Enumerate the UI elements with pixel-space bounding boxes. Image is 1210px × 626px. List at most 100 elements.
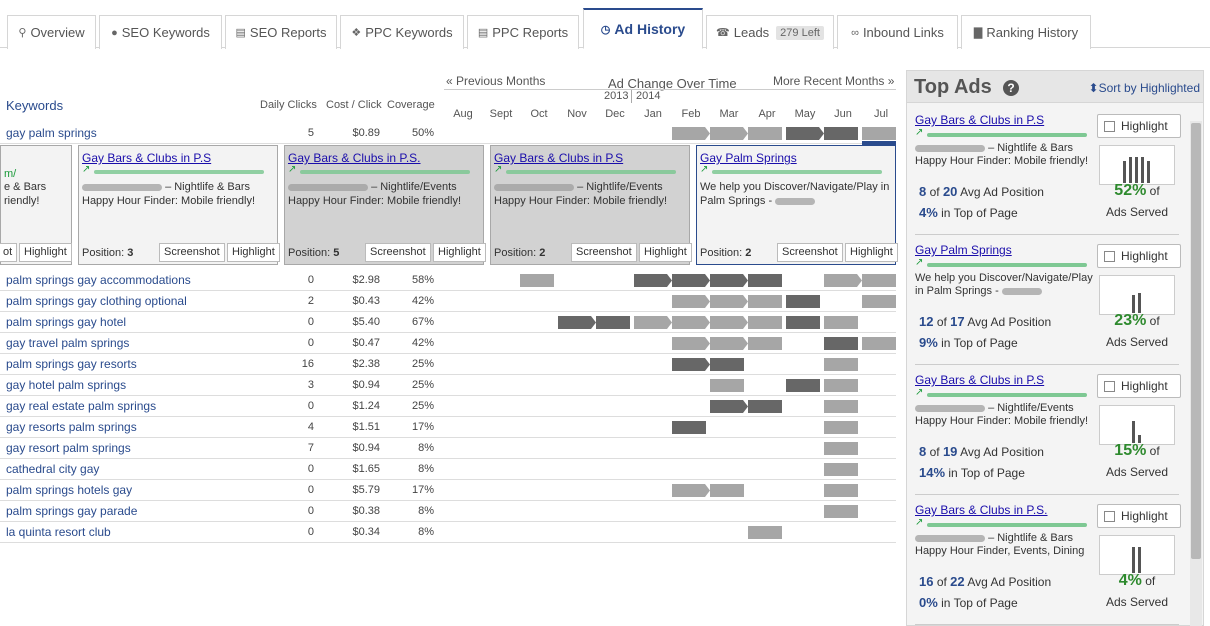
tab-leads[interactable]: ☎ Leads 279 Left [706,15,834,49]
ad-card[interactable]: Gay Bars & Clubs in P.S ↗ – Nightlife & … [78,145,280,265]
table-row-expanded[interactable]: gay palm springs 5 $0.89 50% [0,123,896,144]
ad-bar[interactable] [862,295,896,308]
ad-bar[interactable] [710,127,748,140]
ad-bar[interactable] [672,421,706,434]
more-recent-months-link[interactable]: More Recent Months » [773,74,895,88]
highlight-button[interactable]: Highlight [19,243,72,262]
table-row[interactable]: gay travel palm springs 0 $0.47 42% [0,333,896,354]
highlight-checkbox-button[interactable]: Highlight [1097,504,1181,528]
screenshot-button[interactable]: ot [0,243,18,262]
ad-bar[interactable] [748,400,782,413]
ad-bar[interactable] [710,484,744,497]
ad-bar[interactable] [824,463,858,476]
checkbox-icon[interactable] [1104,120,1115,132]
ad-bar[interactable] [786,379,820,392]
ad-bar[interactable] [748,316,782,329]
tab-ppc-reports[interactable]: ▤ PPC Reports [467,15,579,49]
ad-bar[interactable] [672,295,710,308]
tab-ranking-history[interactable]: ▇ Ranking History [961,15,1091,49]
ad-bar[interactable] [824,421,858,434]
screenshot-button[interactable]: Screenshot [365,243,431,262]
ad-card-selected[interactable]: Gay Palm Springs ↗ We help you Discover/… [696,145,898,265]
ad-bar[interactable] [634,316,672,329]
table-row[interactable]: gay resorts palm springs 4 $1.51 17% [0,417,896,438]
ad-bar[interactable] [824,484,858,497]
table-row[interactable]: palm springs gay clothing optional 2 $0.43… [0,291,896,312]
ad-bar[interactable] [862,274,896,287]
tab-seo-reports[interactable]: ▤ SEO Reports [225,15,337,49]
checkbox-icon[interactable] [1104,250,1115,262]
external-link-icon[interactable]: ↗ [915,387,924,398]
external-link-icon[interactable]: ↗ [915,257,924,268]
ad-bar[interactable] [748,295,782,308]
ad-bar[interactable] [862,127,896,140]
ad-card-title[interactable]: Gay Bars & Clubs in P.S. [288,151,421,165]
tab-seo-keywords[interactable]: ● SEO Keywords [99,15,222,49]
ad-bar[interactable] [672,484,710,497]
ad-bar[interactable] [672,337,710,350]
ad-bar[interactable] [748,526,782,539]
ad-card-title[interactable]: Gay Bars & Clubs in P.S [494,151,624,165]
ad-title-link[interactable]: Gay Palm Springs [915,243,1012,257]
ad-bar[interactable] [786,127,824,140]
highlight-checkbox-button[interactable]: Highlight [1097,374,1181,398]
ad-bar[interactable] [786,295,820,308]
ad-card-title[interactable]: Gay Palm Springs [700,151,797,165]
ad-bar[interactable] [824,337,858,350]
ad-title-link[interactable]: Gay Bars & Clubs in P.S [915,113,1045,127]
sort-by-highlighted-link[interactable]: ⬍Sort by Highlighted [1088,81,1200,95]
keywords-header[interactable]: Keywords [6,98,64,113]
ad-bar[interactable] [824,400,858,413]
ad-title-link[interactable]: Gay Bars & Clubs in P.S. [915,503,1048,517]
table-row[interactable]: palm springs hotels gay 0 $5.79 17% [0,480,896,501]
highlight-button[interactable]: Highlight [433,243,486,262]
ad-bar[interactable] [710,274,748,287]
table-row[interactable]: palm springs gay parade 0 $0.38 8% [0,501,896,522]
table-row[interactable]: cathedral city gay 0 $1.65 8% [0,459,896,480]
ad-bar[interactable] [862,337,896,350]
screenshot-button[interactable]: Screenshot [159,243,225,262]
highlight-button[interactable]: Highlight [845,243,898,262]
ad-bar[interactable] [824,505,858,518]
ad-bar[interactable] [824,358,858,371]
ad-bar[interactable] [558,316,596,329]
table-row[interactable]: gay resort palm springs 7 $0.94 8% [0,438,896,459]
ad-bar[interactable] [824,442,858,455]
table-row[interactable]: gay real estate palm springs 0 $1.24 25% [0,396,896,417]
table-row[interactable]: palm springs gay resorts 16 $2.38 25% [0,354,896,375]
checkbox-icon[interactable] [1104,510,1115,522]
table-row[interactable]: gay hotel palm springs 3 $0.94 25% [0,375,896,396]
tab-ppc-keywords[interactable]: ❖ PPC Keywords [340,15,464,49]
ad-bar[interactable] [710,316,748,329]
ad-card[interactable]: Gay Bars & Clubs in P.S. ↗ – Nightlife/E… [284,145,486,265]
ad-bar[interactable] [824,379,858,392]
ad-card[interactable]: m/ e & Bars riendly! ot Highlight [0,145,72,265]
coverage-header[interactable]: Coverage [387,99,435,111]
ad-bar[interactable] [634,274,672,287]
ad-bar[interactable] [748,337,782,350]
ad-bar[interactable] [672,316,710,329]
ad-bar[interactable] [710,358,744,371]
ad-bar[interactable] [824,274,862,287]
tab-overview[interactable]: ⚲ Overview [7,15,96,49]
tab-ad-history[interactable]: ◷ Ad History [583,8,703,49]
ad-bar[interactable] [672,127,710,140]
daily-clicks-header[interactable]: Daily Clicks [260,99,317,111]
ad-bar[interactable] [824,127,858,140]
highlight-button[interactable]: Highlight [227,243,280,262]
table-row[interactable]: palm springs gay hotel 0 $5.40 67% [0,312,896,333]
ad-bar[interactable] [748,274,782,287]
tab-inbound-links[interactable]: ∞ Inbound Links [837,15,958,49]
ad-bar[interactable] [710,337,748,350]
table-row[interactable]: la quinta resort club 0 $0.34 8% [0,522,896,543]
external-link-icon[interactable]: ↗ [494,164,503,175]
ad-bar[interactable] [710,400,748,413]
ad-bar[interactable] [520,274,554,287]
screenshot-button[interactable]: Screenshot [777,243,843,262]
highlight-checkbox-button[interactable]: Highlight [1097,114,1181,138]
screenshot-button[interactable]: Screenshot [571,243,637,262]
external-link-icon[interactable]: ↗ [700,164,709,175]
help-icon[interactable]: ? [1003,80,1019,96]
ad-bar[interactable] [710,295,748,308]
ad-bar[interactable] [786,316,820,329]
